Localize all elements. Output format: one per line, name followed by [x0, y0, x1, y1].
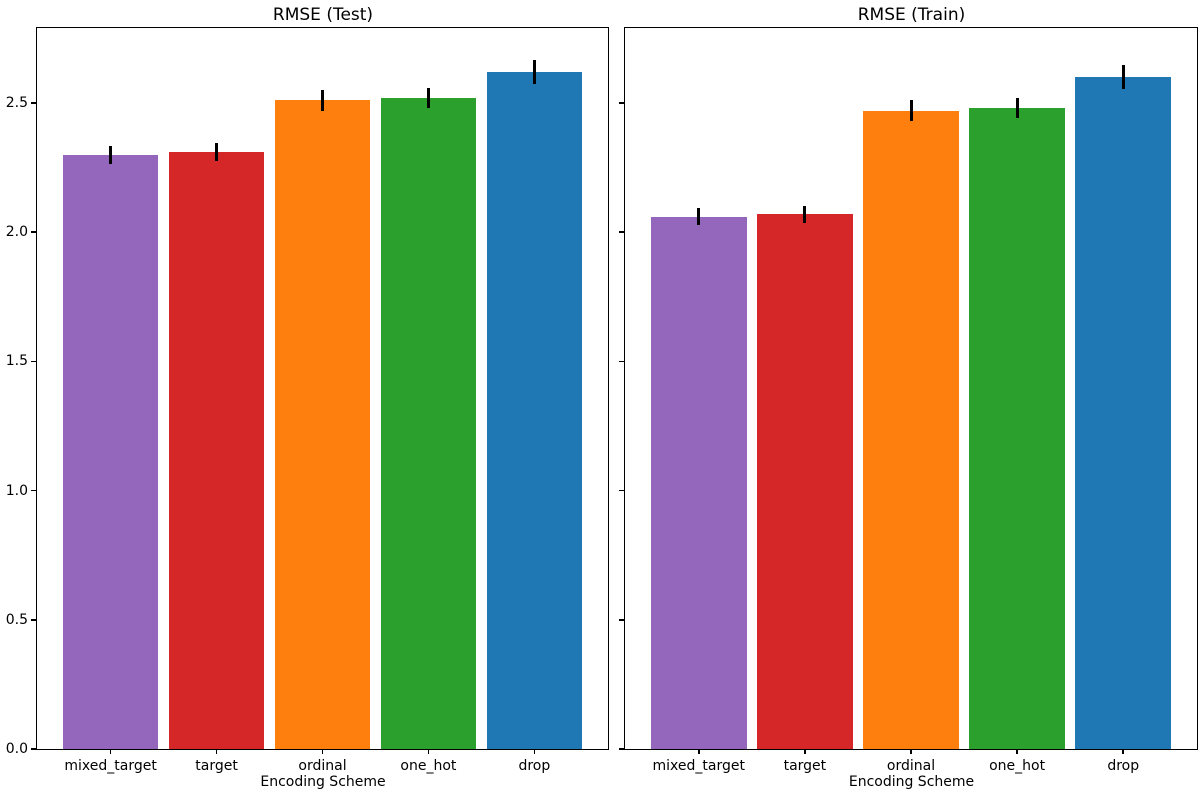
x-tick-mixed_target — [109, 749, 112, 754]
y-tick-0.0 — [30, 748, 36, 750]
error-bar-mixed_target — [697, 208, 701, 225]
bar-target — [757, 214, 853, 749]
bar-target — [168, 152, 265, 749]
x-tick-label-one_hot: one_hot — [989, 758, 1046, 774]
bar-ordinal — [863, 110, 959, 749]
x-tick-drop — [1122, 749, 1124, 754]
y-tick-1.5 — [618, 360, 624, 363]
x-tick-label-ordinal: ordinal — [886, 758, 936, 774]
plot-area-train: mixed_target target ordinal one_hot drop — [618, 27, 1198, 774]
bar-mixed_target — [62, 154, 159, 749]
error-bar-drop — [1121, 64, 1125, 90]
x-tick-label-target: target — [195, 758, 238, 774]
bar-drop — [486, 71, 583, 749]
y-tick-2.0 — [618, 231, 624, 233]
chart-title-train: RMSE (Train) — [857, 5, 966, 25]
x-tick-label-ordinal: ordinal — [298, 758, 347, 774]
y-tick-label-0.0: 0.0 — [5, 741, 28, 757]
x-tick-one_hot — [427, 749, 430, 754]
error-bar-target — [803, 205, 807, 223]
x-tick-label-one_hot: one_hot — [400, 758, 457, 774]
error-bar-one_hot — [426, 87, 430, 108]
x-axis-label-test: Encoding Scheme — [260, 774, 386, 790]
bar-drop — [1075, 77, 1171, 749]
y-tick-1.0 — [618, 489, 624, 492]
y-tick-0.0 — [618, 748, 624, 750]
error-bar-ordinal — [321, 90, 324, 111]
y-tick-label-2.5: 2.5 — [5, 94, 28, 111]
bar-one_hot — [969, 108, 1065, 749]
y-tick-label-1.0: 1.0 — [5, 482, 28, 499]
x-tick-drop — [533, 749, 536, 754]
x-tick-label-drop: drop — [1107, 758, 1140, 774]
y-tick-2.5 — [30, 102, 36, 104]
y-tick-1.0 — [30, 489, 36, 492]
x-tick-one_hot — [1016, 749, 1018, 754]
y-tick-0.5 — [30, 619, 36, 621]
error-bar-ordinal — [909, 100, 913, 122]
y-tick-label-1.5: 1.5 — [5, 353, 28, 370]
plot-area-test: 0.0 0.5 1.0 1.5 2.0 2.5 mixed_target target ordi… — [6, 27, 609, 774]
error-bar-target — [215, 142, 219, 162]
y-tick-0.5 — [618, 619, 624, 621]
x-tick-label-target: target — [783, 758, 827, 774]
x-tick-label-drop: drop — [518, 758, 551, 774]
x-tick-mixed_target — [698, 749, 700, 754]
x-tick-label-mixed_target: mixed_target — [652, 758, 745, 774]
chart-title-test: RMSE (Test) — [272, 5, 374, 25]
bar-ordinal — [274, 100, 371, 749]
y-tick-label-0.5: 0.5 — [5, 611, 28, 628]
x-tick-target — [804, 749, 806, 754]
x-tick-ordinal — [910, 749, 912, 754]
bar-mixed_target — [651, 216, 747, 749]
error-bar-mixed_target — [109, 145, 113, 164]
y-tick-2.5 — [618, 102, 624, 104]
y-tick-label-2.0: 2.0 — [5, 224, 28, 241]
error-bar-drop — [532, 59, 536, 85]
x-axis-label-train: Encoding Scheme — [848, 774, 975, 790]
x-tick-target — [215, 749, 218, 754]
x-tick-label-mixed_target: mixed_target — [64, 758, 157, 774]
x-tick-ordinal — [321, 749, 324, 754]
bar-one_hot — [380, 97, 477, 749]
y-tick-2.0 — [30, 231, 36, 233]
error-bar-one_hot — [1015, 97, 1019, 119]
y-tick-1.5 — [30, 360, 36, 363]
